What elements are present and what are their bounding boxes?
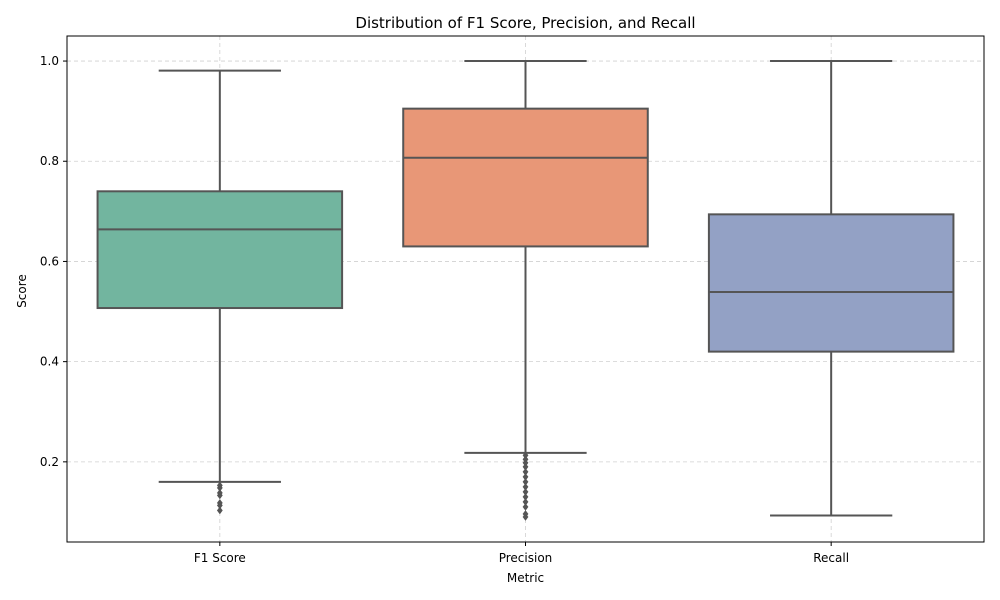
iqr-box [96, 190, 344, 310]
outlier-point [522, 503, 529, 511]
outlier-point [522, 513, 529, 521]
box-recall [707, 60, 955, 517]
y-tick-label: 0.8 [40, 154, 59, 168]
y-tick-label: 1.0 [40, 54, 59, 68]
y-axis-label: Score [15, 274, 29, 308]
box-precision [402, 60, 649, 521]
iqr-box [707, 213, 955, 353]
box-f1-score [96, 69, 344, 515]
y-tick-label: 0.4 [40, 355, 59, 369]
x-tick-label: Recall [813, 551, 849, 565]
y-tick-label: 0.6 [40, 254, 59, 268]
box-layer [96, 60, 955, 521]
x-tick-label: Precision [499, 551, 553, 565]
y-tick-label: 0.2 [40, 455, 59, 469]
outlier-point [216, 506, 223, 515]
outlier-point [216, 491, 223, 500]
x-axis-label: Metric [507, 571, 544, 585]
x-tick-label: F1 Score [194, 551, 246, 565]
iqr-box [402, 107, 649, 248]
chart-title: Distribution of F1 Score, Precision, and… [355, 14, 695, 32]
axis-layer: 0.2 0.4 0.6 0.8 1.0 F1 Score Precision Recall [40, 35, 985, 565]
